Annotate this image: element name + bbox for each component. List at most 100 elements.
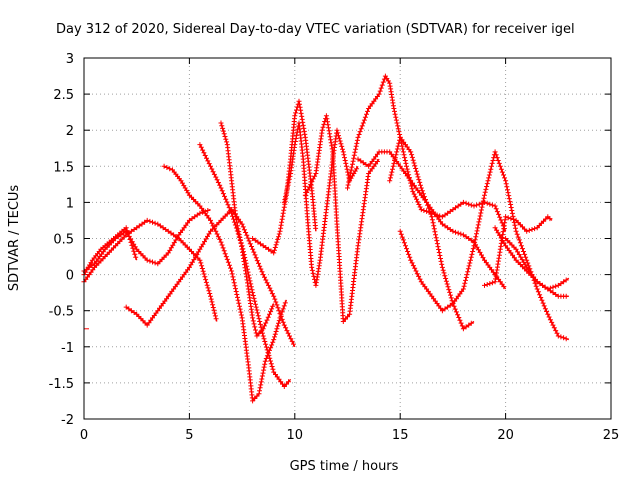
data-point [482, 192, 487, 198]
data-point [357, 129, 363, 135]
data-point [403, 243, 408, 249]
data-point [377, 88, 383, 94]
data-point [218, 120, 224, 126]
data-point [255, 239, 261, 245]
data-point [218, 239, 224, 245]
series-sat-6 [197, 142, 292, 389]
data-point [279, 309, 285, 315]
data-point [354, 137, 360, 143]
data-point [192, 254, 198, 260]
data-point [513, 246, 519, 252]
data-point [252, 396, 258, 401]
data-point [199, 266, 205, 271]
data-point [467, 260, 473, 266]
grid [84, 58, 611, 419]
data-point [128, 239, 134, 245]
data-point [391, 160, 397, 166]
data-point [535, 289, 541, 295]
data-point [253, 327, 258, 333]
data-point [414, 196, 419, 202]
y-tick-label: 1.5 [53, 160, 74, 175]
data-point [423, 197, 428, 202]
data-point [480, 201, 486, 207]
data-point [413, 168, 419, 174]
data-point [402, 158, 408, 163]
x-tick-label: 25 [603, 428, 620, 443]
data-point [343, 163, 349, 169]
data-point [376, 91, 382, 97]
data-point [356, 132, 362, 137]
data-point [445, 284, 451, 290]
data-point [226, 205, 232, 211]
data-point [425, 202, 431, 208]
data-point [267, 311, 272, 317]
y-tick-label: 2.5 [53, 88, 74, 103]
series-sat-8 [250, 98, 319, 256]
data-point [227, 262, 232, 268]
data-point [353, 146, 359, 152]
data-point [409, 260, 415, 266]
data-point [410, 157, 416, 163]
data-point [253, 255, 259, 261]
data-point [283, 325, 289, 331]
data-point [545, 286, 551, 292]
data-point [235, 223, 240, 229]
data-point [541, 303, 547, 309]
data-point [558, 281, 564, 287]
data-point [496, 160, 502, 166]
data-point [411, 160, 417, 166]
data-point [401, 240, 407, 246]
data-point [419, 188, 425, 194]
data-point [542, 284, 548, 290]
data-point [168, 245, 174, 251]
data-point [420, 191, 426, 197]
data-point [250, 293, 256, 298]
data-point [524, 257, 530, 263]
data-point [477, 216, 483, 222]
data-point [213, 316, 219, 322]
data-point [416, 273, 422, 279]
data-point [198, 244, 204, 250]
data-point [201, 271, 207, 277]
data-point [309, 179, 315, 185]
data-point [268, 309, 274, 315]
data-point [274, 239, 280, 245]
data-point [170, 242, 176, 248]
data-point [202, 153, 208, 158]
data-point [408, 257, 414, 263]
data-point [233, 214, 239, 220]
data-point [171, 232, 177, 238]
data-point [157, 223, 163, 229]
data-point [488, 166, 494, 172]
data-point [354, 166, 360, 172]
data-point [265, 314, 271, 320]
y-tick-label: -2 [61, 413, 74, 428]
data-point [468, 202, 474, 208]
data-point [194, 212, 200, 218]
data-point [426, 205, 432, 211]
data-point [258, 382, 264, 388]
data-point [563, 293, 569, 299]
data-point [417, 204, 423, 210]
data-point [280, 306, 286, 312]
data-point [435, 244, 441, 250]
data-point [263, 344, 269, 350]
data-point [262, 274, 267, 280]
data-point [228, 265, 233, 271]
data-point [487, 201, 493, 207]
data-point [269, 306, 275, 312]
data-point [374, 159, 380, 164]
data-point [413, 268, 419, 274]
data-point [442, 306, 448, 312]
data-point [282, 300, 288, 306]
data-point [220, 191, 226, 197]
data-point [342, 155, 347, 161]
data-point [260, 243, 266, 249]
data-point [268, 248, 274, 254]
data-point [237, 303, 242, 309]
data-point [532, 226, 538, 232]
x-tick-label: 15 [392, 428, 409, 443]
data-point [355, 134, 361, 140]
data-point [255, 313, 261, 319]
